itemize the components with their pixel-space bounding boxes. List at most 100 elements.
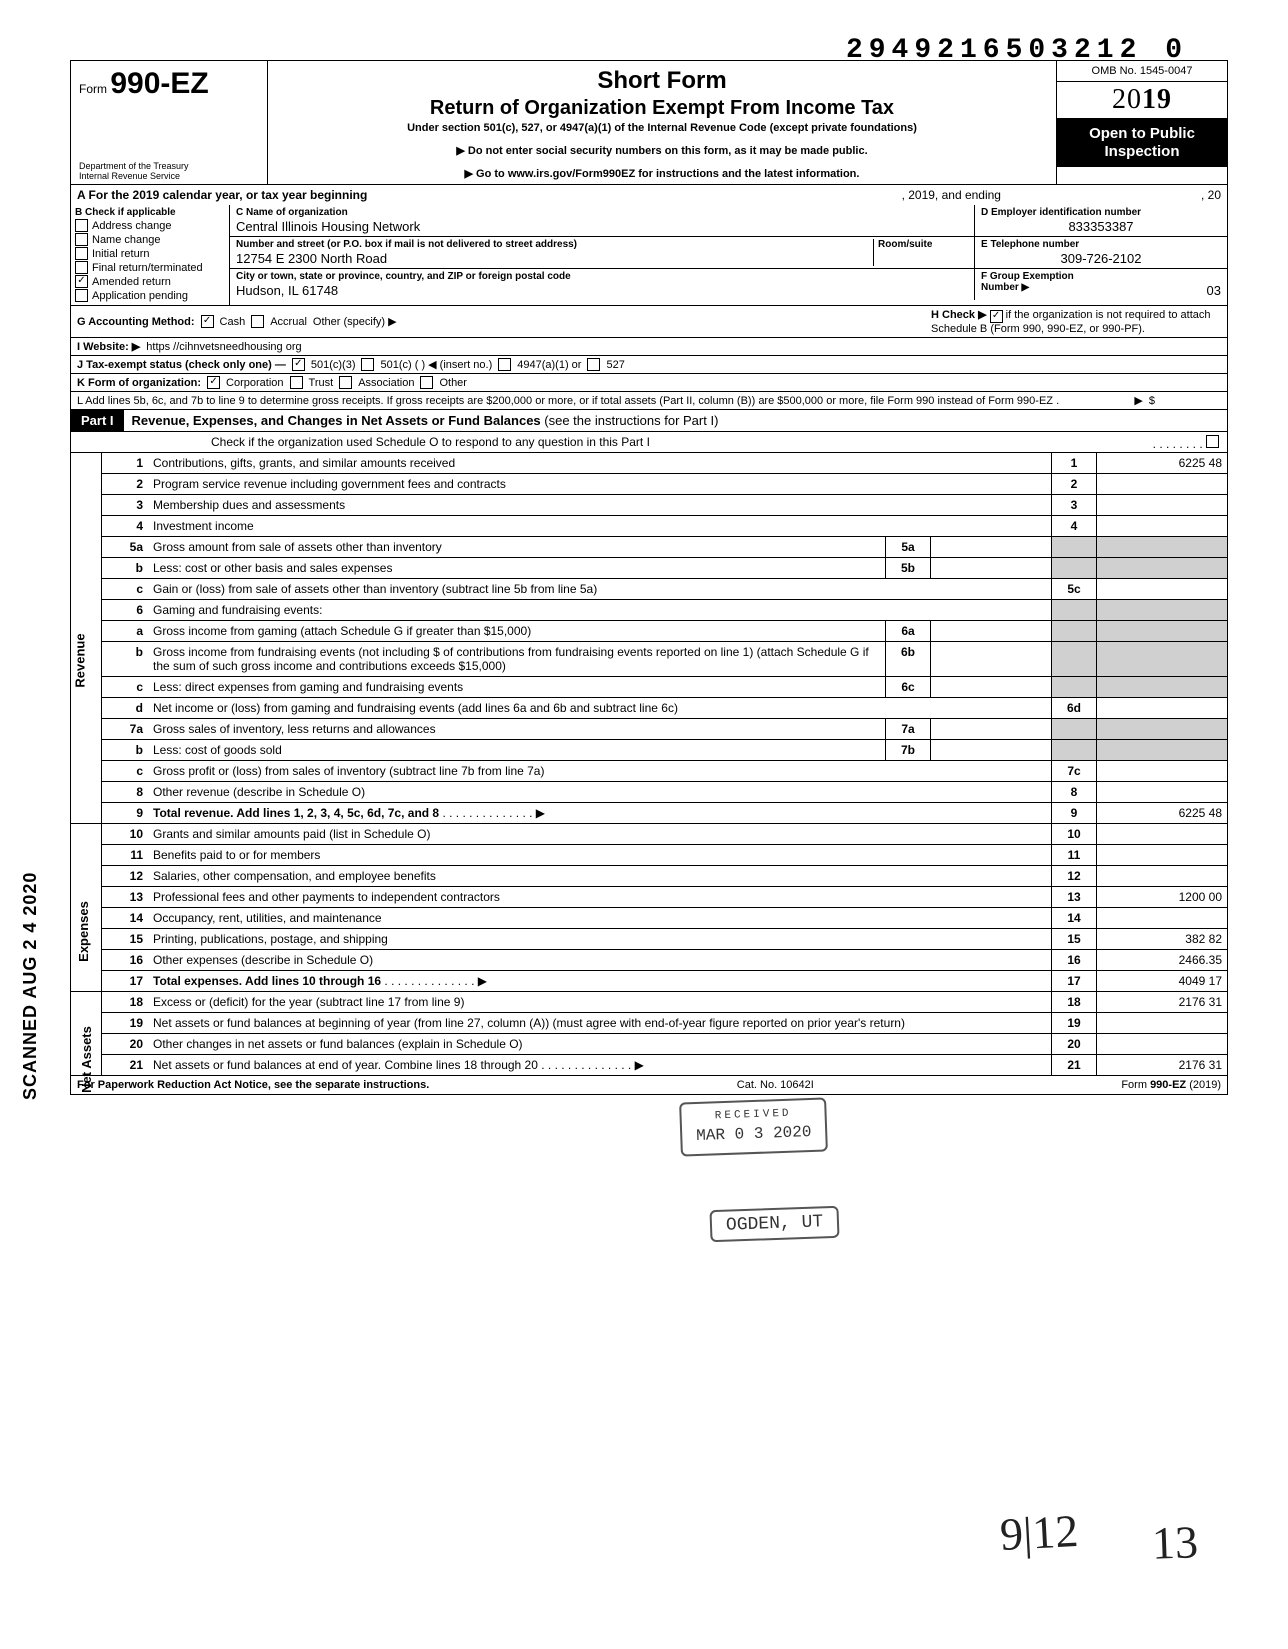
right-line-value[interactable]	[1097, 866, 1228, 887]
cash-label: Cash	[220, 316, 246, 328]
right-line-value[interactable]	[1097, 824, 1228, 845]
received-top: RECEIVED	[695, 1106, 811, 1125]
right-line-number: 1	[1052, 453, 1097, 474]
a1-label: 4947(a)(1) or	[517, 359, 581, 371]
part-i-title-bold: Revenue, Expenses, and Changes in Net As…	[132, 413, 541, 428]
colb-checkbox[interactable]	[75, 219, 88, 232]
assoc-checkbox[interactable]	[339, 376, 352, 389]
title-shortform: Short Form	[278, 67, 1046, 95]
right-line-value[interactable]: 2176 31	[1097, 1055, 1228, 1076]
part-i-sub-text: Check if the organization used Schedule …	[211, 435, 650, 449]
right-line-value[interactable]	[1097, 761, 1228, 782]
right-line-number: 11	[1052, 845, 1097, 866]
mid-line-number: 6a	[886, 621, 931, 642]
right-line-value[interactable]: 382 82	[1097, 929, 1228, 950]
corp-label: Corporation	[226, 377, 283, 389]
right-line-number: 15	[1052, 929, 1097, 950]
right-line-value[interactable]: 2176 31	[1097, 992, 1228, 1013]
right-line-value[interactable]: 2466.35	[1097, 950, 1228, 971]
right-line-number	[1052, 740, 1097, 761]
other-checkbox[interactable]	[420, 376, 433, 389]
a1-checkbox[interactable]	[498, 358, 511, 371]
right-line-value[interactable]	[1097, 474, 1228, 495]
colb-checkbox[interactable]	[75, 247, 88, 260]
i-label: I Website: ▶	[77, 340, 140, 353]
line-number: a	[102, 621, 149, 642]
mid-line-value[interactable]	[931, 558, 1052, 579]
table-row: cGross profit or (loss) from sales of in…	[71, 761, 1228, 782]
right-line-value	[1097, 558, 1228, 579]
right-line-number: 20	[1052, 1034, 1097, 1055]
colb-checkbox[interactable]	[75, 233, 88, 246]
right-line-value[interactable]	[1097, 495, 1228, 516]
right-line-number: 3	[1052, 495, 1097, 516]
mid-line-number: 7b	[886, 740, 931, 761]
row-k-form-org: K Form of organization: ✓ Corporation Tr…	[70, 374, 1228, 392]
year-bold: 19	[1142, 84, 1172, 115]
line-number: 9	[102, 803, 149, 824]
right-line-value[interactable]: 6225 48	[1097, 453, 1228, 474]
right-line-value[interactable]: 1200 00	[1097, 887, 1228, 908]
other-label: Other (specify) ▶	[313, 315, 397, 328]
right-line-value[interactable]	[1097, 1013, 1228, 1034]
c-checkbox[interactable]	[361, 358, 374, 371]
table-row: 8Other revenue (describe in Schedule O)8	[71, 782, 1228, 803]
line-number: b	[102, 558, 149, 579]
right-line-value[interactable]: 4049 17	[1097, 971, 1228, 992]
part-i-title: Revenue, Expenses, and Changes in Net As…	[124, 410, 1227, 431]
notice-url: Go to www.irs.gov/Form990EZ for instruct…	[278, 167, 1046, 180]
right-line-value[interactable]	[1097, 579, 1228, 600]
table-row: 3Membership dues and assessments3	[71, 495, 1228, 516]
received-stamp: RECEIVED MAR 0 3 2020	[679, 1097, 828, 1156]
colb-item: Address change	[75, 219, 225, 232]
right-line-value[interactable]	[1097, 600, 1228, 621]
s527-checkbox[interactable]	[587, 358, 600, 371]
right-line-value[interactable]	[1097, 698, 1228, 719]
right-line-value[interactable]	[1097, 782, 1228, 803]
mid-line-value[interactable]	[931, 677, 1052, 698]
right-line-number: 21	[1052, 1055, 1097, 1076]
right-line-value[interactable]	[1097, 1034, 1228, 1055]
colb-checkbox[interactable]	[75, 289, 88, 302]
colb-item: Application pending	[75, 289, 225, 302]
h-checkbox[interactable]: ✓	[990, 310, 1003, 323]
trust-checkbox[interactable]	[290, 376, 303, 389]
mid-line-value[interactable]	[931, 740, 1052, 761]
corp-checkbox[interactable]: ✓	[207, 376, 220, 389]
colb-item: Final return/terminated	[75, 261, 225, 274]
line-number: 15	[102, 929, 149, 950]
mid-line-value[interactable]	[931, 719, 1052, 740]
part-i-checkbox[interactable]	[1206, 435, 1219, 448]
right-line-value[interactable]	[1097, 845, 1228, 866]
mid-line-number: 5a	[886, 537, 931, 558]
colb-checkbox[interactable]: ✓	[75, 275, 88, 288]
right-line-value[interactable]	[1097, 516, 1228, 537]
colb-checkbox[interactable]	[75, 261, 88, 274]
col-b-header: B Check if applicable	[75, 207, 225, 218]
line-number: c	[102, 579, 149, 600]
cash-checkbox[interactable]: ✓	[201, 315, 214, 328]
line-desc: Net assets or fund balances at end of ye…	[148, 1055, 1052, 1076]
line-number: 4	[102, 516, 149, 537]
right-line-number: 12	[1052, 866, 1097, 887]
mid-line-value[interactable]	[931, 621, 1052, 642]
mid-line-value[interactable]	[931, 642, 1052, 677]
dept-irs: Internal Revenue Service	[79, 172, 259, 182]
form-number: 990-EZ	[110, 67, 208, 100]
line-number: 14	[102, 908, 149, 929]
accrual-checkbox[interactable]	[251, 315, 264, 328]
phone: 309-726-2102	[981, 250, 1221, 266]
line-desc: Net assets or fund balances at beginning…	[148, 1013, 1052, 1034]
l-arrow: ▶	[1134, 394, 1142, 407]
row-a-tax-year: A For the 2019 calendar year, or tax yea…	[70, 184, 1228, 205]
right-line-value[interactable]	[1097, 908, 1228, 929]
section-expenses: Expenses	[76, 901, 91, 962]
row-i-website: I Website: ▶ https //cihnvetsneedhousing…	[70, 338, 1228, 356]
line-desc: Salaries, other compensation, and employ…	[148, 866, 1052, 887]
d-label: D Employer identification number	[981, 207, 1221, 218]
mid-line-value[interactable]	[931, 537, 1052, 558]
right-line-value[interactable]: 6225 48	[1097, 803, 1228, 824]
line-number: 13	[102, 887, 149, 908]
line-number: b	[102, 740, 149, 761]
c3-checkbox[interactable]: ✓	[292, 358, 305, 371]
